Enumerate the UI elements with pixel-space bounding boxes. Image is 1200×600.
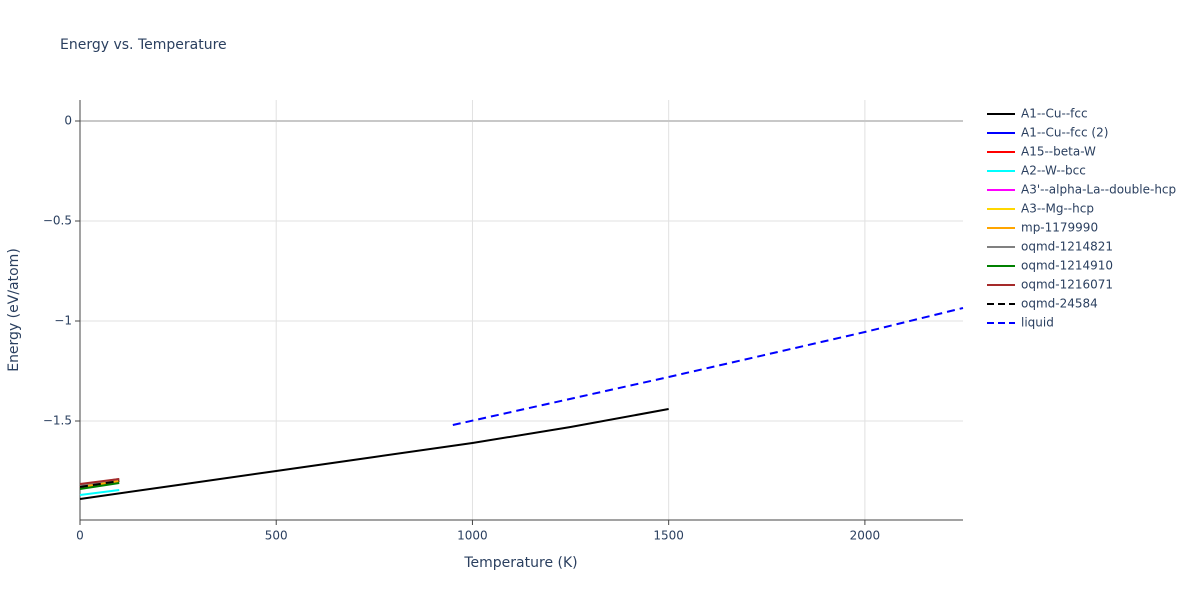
legend-label: mp-1179990 bbox=[1021, 221, 1098, 235]
x-axis-title: Temperature (K) bbox=[463, 555, 577, 571]
x-tick-label: 1000 bbox=[457, 529, 488, 543]
y-tick-label: −1 bbox=[54, 314, 72, 328]
legend-label: oqmd-24584 bbox=[1021, 297, 1098, 311]
y-tick-label: −0.5 bbox=[43, 214, 72, 228]
legend-label: A1--Cu--fcc bbox=[1021, 107, 1088, 121]
legend-label: A2--W--bcc bbox=[1021, 164, 1086, 178]
x-tick-label: 0 bbox=[76, 529, 84, 543]
legend-label: A15--beta-W bbox=[1021, 145, 1096, 159]
legend-label: A1--Cu--fcc (2) bbox=[1021, 126, 1108, 140]
x-tick-label: 500 bbox=[265, 529, 288, 543]
series-line bbox=[79, 489, 120, 496]
legend-label: oqmd-1216071 bbox=[1021, 278, 1113, 292]
legend-label: oqmd-1214910 bbox=[1021, 259, 1113, 273]
series-line bbox=[79, 478, 120, 485]
series-line bbox=[452, 307, 964, 426]
series-line bbox=[79, 408, 669, 500]
y-tick-label: −1.5 bbox=[43, 414, 72, 428]
legend-label: oqmd-1214821 bbox=[1021, 240, 1113, 254]
legend-label: liquid bbox=[1021, 316, 1054, 330]
series-line bbox=[79, 480, 120, 488]
y-axis-title: Energy (eV/atom) bbox=[6, 248, 22, 372]
x-tick-label: 1500 bbox=[653, 529, 684, 543]
x-tick-label: 2000 bbox=[850, 529, 881, 543]
y-tick-label: 0 bbox=[64, 114, 72, 128]
chart-title: Energy vs. Temperature bbox=[60, 37, 227, 53]
legend-label: A3'--alpha-La--double-hcp bbox=[1021, 183, 1176, 197]
legend-label: A3--Mg--hcp bbox=[1021, 202, 1094, 216]
series-line bbox=[79, 482, 120, 490]
